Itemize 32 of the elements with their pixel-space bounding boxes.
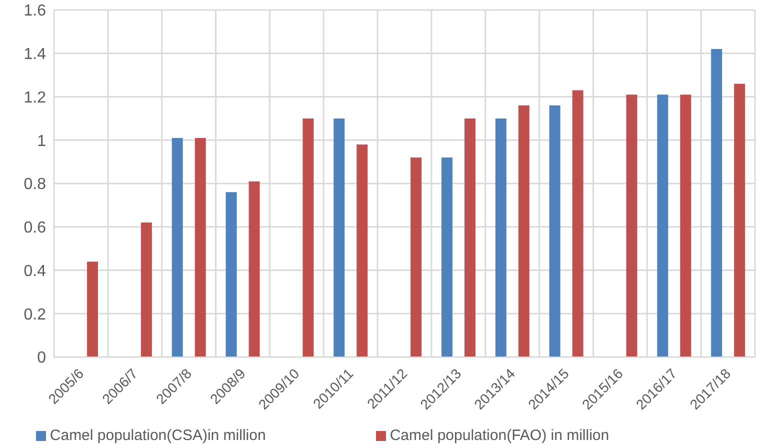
bar [626,94,638,357]
y-tick-label: 0.8 [24,176,46,194]
bar [680,94,692,357]
y-tick-label: 0 [37,350,46,367]
bar [172,138,183,357]
y-tick-label: 1 [37,132,46,150]
bar [495,118,506,357]
bar [441,157,452,357]
bar [334,118,345,357]
y-tick-label: 1.6 [24,2,46,20]
bar [410,157,422,357]
bar [87,262,98,357]
y-tick-label: 0.2 [24,306,46,324]
bar [226,192,237,357]
y-tick-label: 1.4 [24,46,46,64]
bar [464,118,476,357]
bar [140,222,152,357]
bar [518,105,530,357]
bar [711,49,722,357]
bar [248,181,260,357]
bar [734,84,746,357]
y-tick-label: 1.2 [24,89,46,106]
bar [549,105,560,357]
bar [657,94,668,357]
bar [302,118,314,357]
legend-label: Camel population(CSA)in million [50,427,266,444]
legend-label: Camel population(FAO) in million [390,427,610,444]
bar [356,144,368,357]
bar [572,90,584,357]
y-tick-label: 0.6 [24,220,46,237]
y-tick-label: 0.4 [24,262,46,280]
bar [194,138,206,357]
